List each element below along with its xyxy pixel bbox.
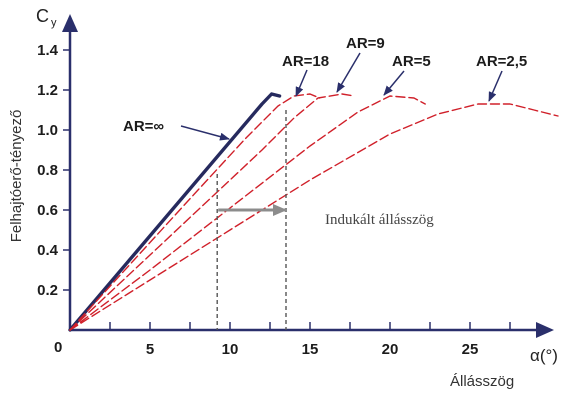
induced-angle-label: Indukált állásszög — [325, 212, 434, 228]
label-ar-inf: AR=∞ — [123, 118, 164, 135]
label-ar-9: AR=9 — [346, 35, 385, 52]
y-tick-label: 0.4 — [37, 242, 59, 259]
origin-label: 0 — [54, 339, 62, 356]
x-tick-label: 15 — [302, 341, 319, 358]
series-line-ar-inf — [68, 92, 282, 332]
y-tick-label: 1.0 — [37, 122, 58, 139]
label-ar-2-5: AR=2,5 — [476, 53, 527, 70]
label-arrow-ar-5 — [383, 70, 405, 96]
x-tick-label: 10 — [222, 341, 239, 358]
label-arrow-ar-2-5 — [488, 70, 503, 102]
label-arrow-ar-inf — [180, 125, 230, 141]
label-arrow-ar-9 — [336, 52, 361, 93]
x-tick-label: 5 — [146, 341, 154, 358]
x-axis-ticks: 5 10 15 20 25 — [109, 322, 511, 358]
series-line-ar-9 — [69, 93, 356, 331]
y-axis-label: Felhajtóerő-tényező — [8, 110, 25, 243]
y-tick-label: 1.4 — [37, 42, 59, 59]
series-lines — [68, 92, 559, 332]
series-line-ar-2-5 — [69, 103, 559, 331]
y-tick-label: 0.6 — [37, 202, 58, 219]
series-labels: AR=∞ AR=18 AR=9 AR=5 AR=2,5 — [123, 35, 527, 141]
label-ar-18: AR=18 — [282, 53, 329, 70]
induced-angle-annotation: Indukált állásszög — [216, 110, 434, 330]
x-axis-arrowhead — [536, 322, 554, 338]
y-axis-arrowhead — [62, 14, 78, 32]
series-line-ar-5 — [69, 95, 426, 331]
y-axis-ticks: 0.2 0.4 0.6 0.8 1.0 1.2 1.4 — [37, 42, 70, 299]
y-axis-symbol-sub: y — [51, 17, 57, 29]
x-axis-label: Állásszög — [450, 373, 514, 390]
series-line-ar-18 — [69, 93, 321, 331]
y-tick-label: 1.2 — [37, 82, 58, 99]
y-tick-label: 0.2 — [37, 282, 58, 299]
x-tick-label: 20 — [382, 341, 399, 358]
label-arrow-ar-18 — [295, 69, 308, 97]
y-tick-label: 0.8 — [37, 162, 58, 179]
x-tick-label: 25 — [462, 341, 479, 358]
x-axis-symbol: α(°) — [530, 346, 558, 365]
label-ar-5: AR=5 — [392, 53, 431, 70]
